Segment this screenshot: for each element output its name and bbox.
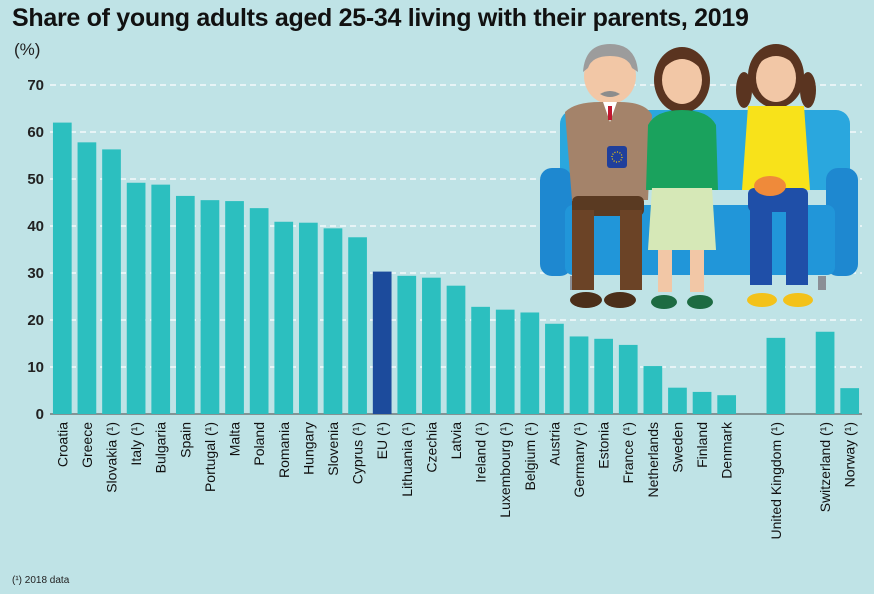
category-label: Norway (¹) [842,422,858,487]
category-label: Slovakia (¹) [104,422,120,493]
sofa-left-arm-icon [540,168,572,276]
category-label: Czechia [423,422,439,473]
category-label: Netherlands [645,422,661,498]
category-label: Luxembourg (¹) [497,422,513,518]
category-label: Sweden [669,422,685,473]
category-label: EU (¹) [374,422,390,459]
category-label: Belgium (¹) [522,422,538,490]
bar [52,122,72,414]
category-label: Germany (¹) [571,422,587,497]
bar [840,388,860,414]
y-tick-label: 10 [27,359,44,376]
category-label: Denmark [719,421,735,479]
bar [372,271,392,414]
bar [323,228,343,414]
bar [274,221,294,414]
category-label: Latvia [448,422,464,460]
bar [299,222,318,414]
bar [495,309,515,414]
category-label: United Kingdom (¹) [768,422,784,540]
category-label: France (¹) [620,422,636,483]
category-label: Slovenia [325,422,341,476]
y-tick-label: 0 [36,406,44,423]
y-tick-label: 30 [27,265,44,282]
category-label: Finland [694,422,710,468]
mother-figure-icon [646,47,718,309]
cat-icon [754,176,786,196]
bar [249,208,269,414]
bar [471,306,490,414]
grandfather-figure-icon [565,44,652,308]
category-label: Switzerland (¹) [817,422,833,512]
bar [151,184,171,414]
y-tick-label: 20 [27,312,44,329]
bar [717,395,737,414]
y-axis-ticks: 0 10 20 30 40 50 60 70 [27,77,44,423]
bar [618,344,638,414]
daughter-figure-icon [736,44,816,307]
family-sofa-illustration [540,44,858,309]
category-label: Poland [251,422,267,466]
bar [766,337,786,414]
chart-title: Share of young adults aged 25-34 living … [12,4,749,32]
y-tick-label: 60 [27,124,44,141]
category-label: Cyprus (¹) [350,422,366,484]
category-label: Greece [79,422,95,468]
bar [520,312,540,414]
bar [175,195,195,414]
category-labels: Croatia Greece Slovakia (¹) Italy (¹) Bulgar… [54,421,857,539]
category-label: Romania [276,422,292,478]
bar [545,323,564,414]
bar [569,336,589,414]
bar [692,391,712,414]
bar [594,338,613,414]
bar [446,285,466,414]
category-label: Estonia [596,422,612,469]
category-label: Bulgaria [153,422,169,474]
y-axis-unit: (%) [14,40,41,59]
category-label: Lithuania (¹) [399,422,415,497]
category-label: Croatia [54,422,70,467]
category-label: Austria [546,422,562,466]
bar [422,277,441,414]
bar [225,201,244,414]
category-label: Portugal (¹) [202,422,218,492]
bar [77,142,97,414]
bar [668,387,687,414]
y-tick-label: 50 [27,171,44,188]
y-tick-label: 70 [27,77,44,94]
y-tick-label: 40 [27,218,44,235]
category-label: Hungary [300,422,316,475]
category-label: Malta [227,422,243,456]
bar [102,149,121,414]
bar [200,200,220,414]
category-label: Italy (¹) [128,422,144,466]
bar [643,366,663,414]
category-label: Ireland (¹) [473,422,489,483]
bars [52,122,860,414]
category-label: Spain [177,422,193,458]
bar [815,331,835,414]
footnote: (¹) 2018 data [12,575,70,586]
bar [348,237,367,414]
bar [397,275,417,414]
bar [126,182,146,414]
